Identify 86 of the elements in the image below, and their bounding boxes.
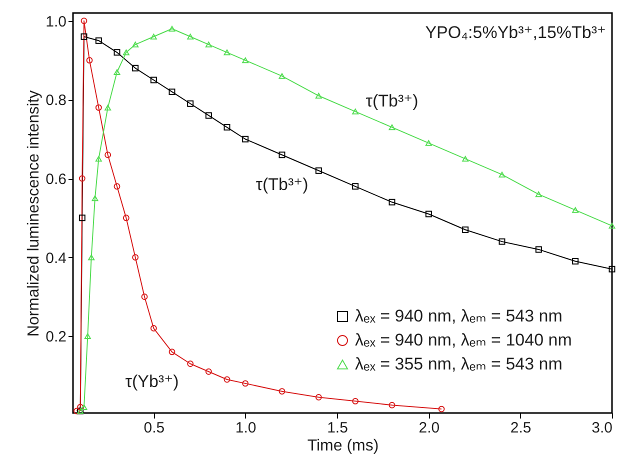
point: [88, 254, 95, 260]
point: [187, 100, 194, 107]
point: [150, 76, 157, 84]
point: [278, 73, 286, 79]
point: [224, 124, 230, 131]
point: [95, 156, 102, 162]
annotation: τ(Tb³⁺): [256, 174, 308, 194]
point: [425, 210, 432, 218]
point: [187, 360, 194, 367]
point: [168, 88, 176, 96]
point: [132, 42, 139, 48]
x-tick-label: 1.0: [235, 420, 256, 436]
point: [462, 156, 469, 162]
point: [150, 34, 157, 40]
point: [114, 183, 120, 190]
point: [114, 69, 120, 75]
point: [572, 207, 579, 213]
y-tick-label: 0.6: [46, 171, 66, 188]
point: [141, 294, 148, 300]
point: [352, 108, 359, 114]
point: [132, 64, 139, 72]
legend-label: λₑₓ = 940 nm, λₑₘ = 1040 nm: [355, 330, 572, 350]
point: [315, 167, 322, 174]
x-tick-label: 1.5: [327, 420, 348, 436]
point: [86, 57, 93, 64]
point: [104, 152, 112, 158]
x-tick-label: 2.5: [510, 420, 532, 436]
point: [352, 398, 359, 404]
point: [608, 222, 616, 229]
point: [535, 246, 542, 253]
point: [242, 57, 249, 64]
y-tick-label: 1.0: [46, 13, 66, 30]
point: [80, 33, 88, 40]
point: [95, 104, 102, 111]
point: [388, 124, 396, 130]
point: [278, 388, 286, 395]
point: [224, 376, 230, 383]
point: [315, 394, 322, 400]
x-axis-title: Time (ms): [307, 438, 379, 454]
point: [224, 50, 230, 56]
point: [425, 140, 432, 146]
point: [168, 26, 176, 32]
point: [352, 183, 359, 190]
point: [78, 175, 86, 182]
point: [84, 333, 91, 340]
x-tick-label: 3.0: [592, 420, 612, 436]
point: [78, 214, 86, 222]
point: [315, 92, 322, 99]
point: [77, 404, 84, 410]
point: [168, 348, 176, 356]
point: [205, 42, 212, 48]
point: [205, 112, 212, 119]
point: [242, 380, 249, 387]
point: [187, 34, 194, 40]
point: [572, 258, 579, 265]
point: [535, 191, 542, 198]
point: [80, 18, 88, 24]
point: [205, 368, 212, 375]
y-tick-label: 0.8: [46, 92, 66, 110]
annotation: τ(Yb³⁺): [125, 372, 179, 391]
point: [150, 325, 157, 332]
x-tick-label: 2.0: [418, 420, 440, 436]
point: [388, 402, 396, 408]
point: [498, 172, 506, 178]
point: [608, 266, 616, 272]
y-tick-label: 0.4: [46, 250, 66, 267]
annotation: τ(Tb³⁺): [366, 91, 418, 110]
point: [278, 152, 286, 158]
point: [114, 49, 120, 56]
point: [122, 214, 130, 222]
point: [498, 238, 506, 245]
point: [80, 404, 88, 410]
legend-label: λₑₓ = 355 nm, λₑₘ = 543 nm: [355, 354, 562, 374]
point: [132, 254, 139, 261]
point: [462, 226, 469, 233]
point: [388, 198, 396, 206]
point: [104, 104, 112, 110]
x-tick-label: 0.5: [144, 420, 165, 436]
annotation: YPO₄:5%Yb³⁺,15%Tb³⁺: [425, 23, 606, 42]
legend-label: λₑₓ = 940 nm, λₑₘ = 543 nm: [355, 306, 562, 326]
point: [92, 195, 98, 202]
point: [95, 37, 102, 44]
y-tick-label: 0.2: [46, 328, 66, 346]
point: [122, 50, 130, 56]
y-axis-title: Normalized luminescence intensity: [26, 90, 43, 337]
point: [242, 136, 249, 142]
